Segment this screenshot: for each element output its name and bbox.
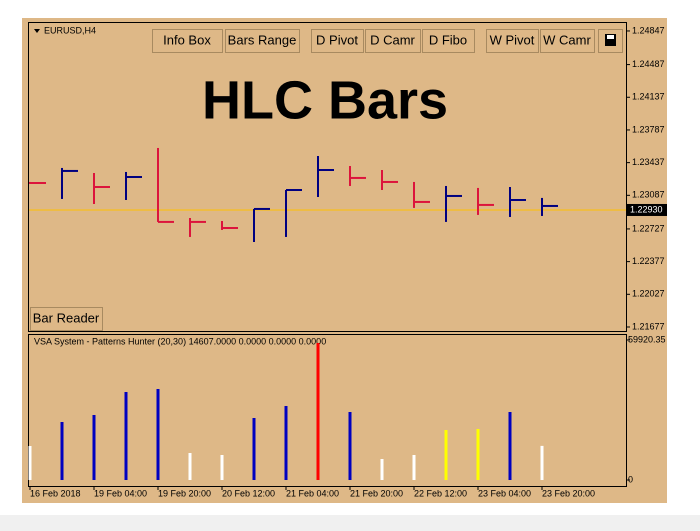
y-tick-label: 1.24847 [632,25,665,35]
x-tick-label: 23 Feb 20:00 [542,488,595,498]
button-label[interactable]: Bars Range [228,32,297,47]
button-frame[interactable] [152,29,223,53]
toolbar-button[interactable]: D Pivot [311,29,364,53]
indicator-title: VSA System - Patterns Hunter (20,30) 146… [34,336,326,346]
y-tick-label: 1.23087 [632,190,665,200]
y-tick-label: 1.24487 [632,59,665,69]
icon [605,34,616,46]
icon [607,35,614,39]
chart-title: HLC Bars [202,70,448,130]
volume-pane [28,334,627,487]
button-label[interactable]: Info Box [163,32,211,47]
button-frame[interactable] [540,29,595,53]
toolbar-button[interactable]: D Camr [365,29,421,53]
price-pane [28,22,627,332]
icon-button[interactable] [598,29,623,53]
menu-arrow[interactable] [34,29,40,33]
button-frame[interactable] [30,307,103,331]
x-tick-label: 16 Feb 2018 [30,488,81,498]
y-tick-label: 0 [628,474,633,484]
button-frame[interactable] [311,29,364,53]
x-tick-label: 19 Feb 04:00 [94,488,147,498]
x-tick-label: 21 Feb 20:00 [350,488,403,498]
y-tick-label: 1.23787 [632,124,665,134]
toolbar-button[interactable]: Bars Range [225,29,300,53]
status-strip [0,515,700,531]
y-tick-label: 1.23437 [632,157,665,167]
button-label[interactable]: W Pivot [490,32,535,47]
bar-reader-button[interactable]: Bar Reader [30,307,103,331]
symbol: EURUSD,H4 [44,25,96,35]
button-label[interactable]: D Camr [370,32,415,47]
x-tick-label: 20 Feb 12:00 [222,488,275,498]
button-label[interactable]: D Fibo [429,32,467,47]
button-frame[interactable] [486,29,539,53]
toolbar-button[interactable]: W Pivot [486,29,539,53]
y-tick-label: 1.22027 [632,289,665,299]
x-tick-label: 21 Feb 04:00 [286,488,339,498]
y-tick-label: 1.22727 [632,223,665,233]
y-tick-label: 1.24137 [632,92,665,102]
y-tick-label: 1.21677 [632,321,665,331]
button-label[interactable]: Bar Reader [33,310,100,325]
button-label[interactable]: W Camr [543,32,591,47]
y-tick-label: 59920.35 [628,334,666,344]
chart-window [22,18,667,503]
x-tick-label: 23 Feb 04:00 [478,488,531,498]
toolbar-button[interactable]: D Fibo [422,29,475,53]
button-frame[interactable] [225,29,300,53]
x-tick-label: 22 Feb 12:00 [414,488,467,498]
y-tick-label: 1.22377 [632,256,665,266]
current-price-label: 1.22930 [630,204,663,214]
toolbar-button[interactable]: W Camr [540,29,595,53]
button-frame[interactable] [422,29,475,53]
toolbar-button[interactable]: Info Box [152,29,223,53]
button-label[interactable]: D Pivot [316,32,358,47]
current-price-box [627,203,667,216]
button-frame[interactable] [365,29,421,53]
x-tick-label: 19 Feb 20:00 [158,488,211,498]
